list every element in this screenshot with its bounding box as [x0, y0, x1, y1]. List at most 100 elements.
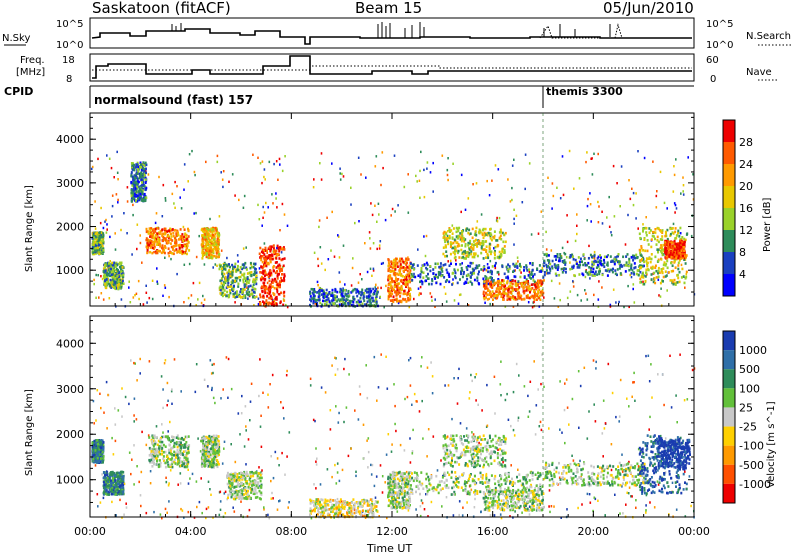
data-cell [393, 273, 396, 276]
noise-cell [385, 284, 387, 288]
data-cell [677, 231, 679, 235]
data-cell [120, 266, 123, 270]
data-cell [96, 234, 99, 238]
data-cell [400, 287, 403, 290]
noise-cell [659, 295, 662, 298]
data-cell [343, 295, 346, 298]
noise-cell [675, 508, 678, 511]
noise-cell [632, 287, 634, 291]
noise-cell [372, 269, 375, 272]
data-cell [209, 239, 212, 242]
data-cell [507, 268, 509, 272]
noise-cell [319, 246, 322, 249]
data-cell [149, 239, 152, 242]
data-cell [120, 286, 123, 289]
data-cell [483, 234, 486, 237]
data-cell [527, 280, 529, 283]
noise-cell [139, 357, 141, 361]
data-cell [187, 229, 190, 232]
noise-cell [124, 395, 127, 399]
data-cell [501, 279, 504, 282]
data-cell [467, 264, 470, 268]
data-cell [520, 282, 523, 286]
data-cell [597, 255, 600, 259]
data-cell [591, 263, 594, 266]
data-cell [660, 258, 663, 261]
data-cell [151, 246, 154, 250]
data-cell [400, 299, 403, 303]
noise-cell [420, 150, 422, 154]
data-cell [279, 285, 281, 289]
data-cell [395, 279, 398, 282]
data-cell [141, 165, 144, 169]
data-cell [242, 263, 245, 266]
noise-cell [111, 500, 113, 504]
noise-cell [491, 179, 493, 182]
noise-cell [165, 476, 167, 479]
noise-cell [523, 385, 526, 388]
data-cell [130, 194, 133, 198]
data-cell [239, 271, 242, 274]
data-cell [101, 241, 103, 245]
data-cell [277, 253, 280, 256]
data-cell [405, 268, 408, 271]
data-cell [244, 296, 247, 299]
data-cell [633, 273, 636, 276]
data-cell [677, 276, 680, 280]
data-cell [275, 254, 278, 257]
data-cell [535, 287, 538, 291]
noise-cell [674, 203, 677, 207]
data-cell [487, 289, 489, 292]
data-cell [504, 287, 507, 291]
noise-cell [569, 290, 572, 293]
data-cell [331, 291, 334, 295]
data-cell [672, 232, 675, 235]
noise-cell [156, 280, 158, 283]
data-cell [160, 251, 163, 255]
noise-cell [192, 281, 195, 285]
data-cell [438, 265, 441, 269]
data-cell [239, 290, 242, 294]
data-cell [176, 251, 179, 254]
data-cell [143, 192, 146, 196]
data-cell [609, 268, 612, 272]
data-cell [398, 288, 401, 291]
noise-cell [339, 172, 341, 175]
data-cell [210, 227, 213, 230]
data-cell [462, 272, 465, 276]
data-cell [138, 176, 141, 180]
data-cell [492, 279, 495, 282]
data-cell [432, 272, 435, 275]
data-cell [537, 292, 540, 295]
data-cell [673, 248, 676, 251]
noise-cell [623, 305, 625, 309]
data-cell [283, 290, 286, 294]
noise-cell [369, 267, 372, 270]
noise-cell [475, 481, 478, 485]
data-cell [275, 298, 278, 301]
data-cell [141, 172, 144, 176]
data-cell [263, 264, 266, 267]
data-cell [499, 234, 502, 238]
data-cell [262, 265, 265, 268]
data-cell [492, 298, 494, 301]
data-cell [264, 290, 267, 293]
data-cell [141, 179, 144, 182]
data-cell [135, 174, 137, 178]
data-cell [205, 253, 208, 256]
data-cell [222, 287, 224, 291]
data-cell [519, 275, 522, 279]
data-cell [400, 280, 403, 283]
noise-cell [315, 487, 317, 490]
noise-cell [576, 293, 579, 297]
noise-cell [156, 267, 158, 270]
noise-cell [276, 246, 278, 250]
noise-cell [171, 192, 174, 196]
data-cell [515, 297, 518, 301]
noise-cell [211, 388, 213, 392]
noise-cell [174, 206, 176, 209]
data-cell [389, 274, 392, 277]
data-cell [670, 241, 673, 244]
noise-cell [534, 433, 537, 436]
data-cell [178, 245, 181, 248]
